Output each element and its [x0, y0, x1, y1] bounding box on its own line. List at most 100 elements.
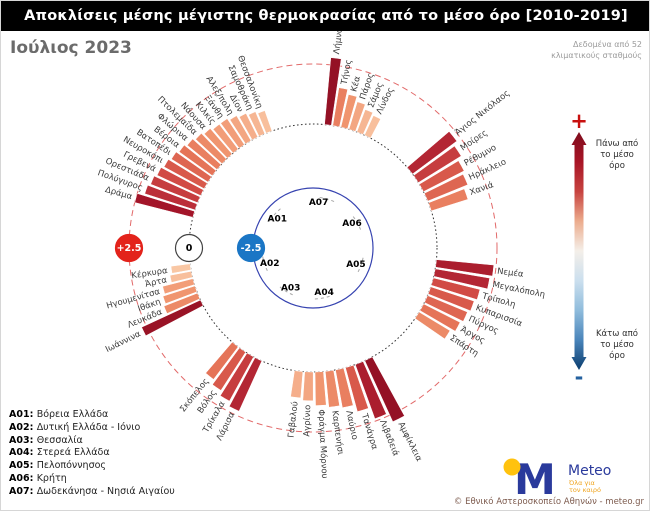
region-legend-item: A04: Στερεά Ελλάδα: [9, 447, 175, 460]
colorbar-plus-sign: +: [570, 109, 588, 133]
station-bar: [169, 270, 193, 283]
station-bar: [324, 369, 340, 408]
region-legend-item: A01: Βόρεια Ελλάδα: [9, 409, 175, 422]
scale-badge-value: +2.5: [117, 243, 142, 254]
region-divider-arc: [313, 295, 330, 300]
meteo-logo-icon: M: [503, 455, 556, 497]
region-code-label: A06: [342, 219, 362, 229]
station-label: Άρτα: [144, 275, 168, 290]
station-bar: [413, 145, 462, 183]
region-legend-code: A02:: [9, 421, 37, 433]
station-bar: [414, 311, 451, 340]
region-legend-item: A05: Πελοπόννησος: [9, 460, 175, 473]
region-legend-name: Θεσσαλία: [36, 434, 83, 446]
station-bar: [229, 115, 252, 145]
colorbar-above-label: Πάνω από το μέσο όρο: [595, 139, 639, 171]
gradient-arrow-shape: [571, 132, 587, 370]
station-label: Χανιά: [468, 180, 495, 198]
station-label: Ιωάννινα: [104, 329, 143, 355]
station-bar: [435, 259, 495, 277]
station-label: Νεμέα: [496, 266, 524, 280]
logo-m-glyph: M: [514, 455, 556, 497]
station-label: Γαβαλού: [286, 401, 301, 439]
station-bar: [141, 299, 204, 337]
station-bar: [418, 160, 465, 192]
region-divider-arc: [278, 285, 293, 296]
station-bar: [212, 347, 247, 391]
station-bar: [156, 167, 204, 196]
station-bar: [419, 303, 461, 332]
region-divider-arc: [319, 196, 336, 203]
region-legend-item: A06: Κρήτη: [9, 473, 175, 486]
region-legend-code: A05:: [9, 460, 37, 472]
station-bar: [144, 184, 198, 211]
station-bar: [424, 295, 468, 322]
region-legend-name: Δυτική Ελλάδα - Ιόνιο: [36, 421, 141, 433]
region-code-label: A04: [314, 288, 334, 298]
scale-badge-value: 0: [186, 243, 193, 254]
station-label: Αγρίνιο: [302, 405, 313, 437]
station-bar: [356, 109, 374, 135]
station-label: Καρπενήσι: [329, 410, 345, 456]
title-bar: Αποκλίσεις μέσης μέγιστης θερμοκρασίας α…: [1, 1, 649, 31]
station-bar: [345, 364, 369, 412]
colorbar-minus-sign: -: [574, 365, 584, 389]
station-bar: [163, 159, 208, 190]
station-bar: [427, 286, 475, 312]
region-legend-name: Δωδεκάνησα - Νησιά Αιγαίου: [36, 485, 175, 497]
region-divider-arc: [352, 216, 362, 231]
station-bar: [340, 94, 358, 130]
region-legend-code: A03:: [9, 434, 37, 446]
region-legend-code: A04:: [9, 447, 37, 459]
station-bar: [364, 115, 381, 139]
station-bar: [212, 123, 239, 154]
region-code-label: A03: [281, 284, 301, 294]
scale-badge: [114, 233, 144, 263]
colorbar-gradient-arrow: [571, 132, 587, 370]
colorbar-below-label: Κάτω από το μέσο όρο: [595, 329, 639, 361]
station-bar: [162, 278, 195, 295]
station-bar: [162, 285, 198, 304]
station-bar: [238, 113, 259, 141]
station-bar: [302, 371, 314, 402]
meteo-logo-tagline: Όλα για τον καιρό: [569, 479, 602, 494]
region-legend-item: A02: Δυτική Ελλάδα - Ιόνιο: [9, 422, 175, 435]
data-source-note: Δεδομένα από 52 κλιματικούς σταθμούς: [551, 40, 642, 60]
region-legend-name: Πελοπόννησος: [36, 460, 106, 472]
month-label: Ιούλιος 2023: [10, 38, 132, 58]
station-bar: [428, 188, 469, 212]
station-bar: [203, 128, 233, 159]
region-legend-item: A03: Θεσσαλία: [9, 435, 175, 448]
station-label: Αμφίκλεια: [396, 420, 424, 463]
station-label: Τήνος: [339, 59, 354, 87]
station-label: Λαύριο: [343, 409, 360, 440]
region-legend-name: Στερεά Ελλάδα: [36, 447, 110, 459]
station-bar: [150, 175, 201, 203]
scale-badge: [174, 233, 204, 263]
region-legend-code: A06:: [9, 472, 37, 484]
region-code-label: A05: [346, 260, 366, 270]
station-bar: [248, 111, 266, 137]
station-bar: [433, 268, 490, 290]
scale-badge: [236, 233, 266, 263]
station-bar: [257, 110, 273, 134]
region-legend-code: A01:: [9, 409, 37, 420]
page-title: Αποκλίσεις μέσης μέγιστης θερμοκρασίας α…: [24, 8, 628, 24]
region-legend: A01: Βόρεια Ελλάδα A02: Δυτική Ελλάδα - Ι…: [9, 409, 175, 499]
outer-ring-plus25: [128, 63, 498, 433]
station-bar: [290, 370, 304, 399]
station-bar: [178, 144, 217, 176]
station-bar: [423, 173, 469, 202]
station-bar: [134, 193, 195, 218]
region-divider-arc: [262, 255, 268, 271]
region-legend-name: Βόρεια Ελλάδα: [36, 409, 109, 420]
copyright-line: © Εθνικό Αστεροσκοπείο Αθηνών - meteo.gr: [453, 497, 644, 507]
scale-badge-value: -2.5: [241, 243, 262, 254]
station-bar: [228, 357, 263, 412]
station-bar: [324, 57, 342, 126]
region-legend-name: Κρήτη: [36, 472, 67, 484]
region-divider-arc: [357, 257, 364, 273]
region-divider-arc: [270, 207, 282, 221]
